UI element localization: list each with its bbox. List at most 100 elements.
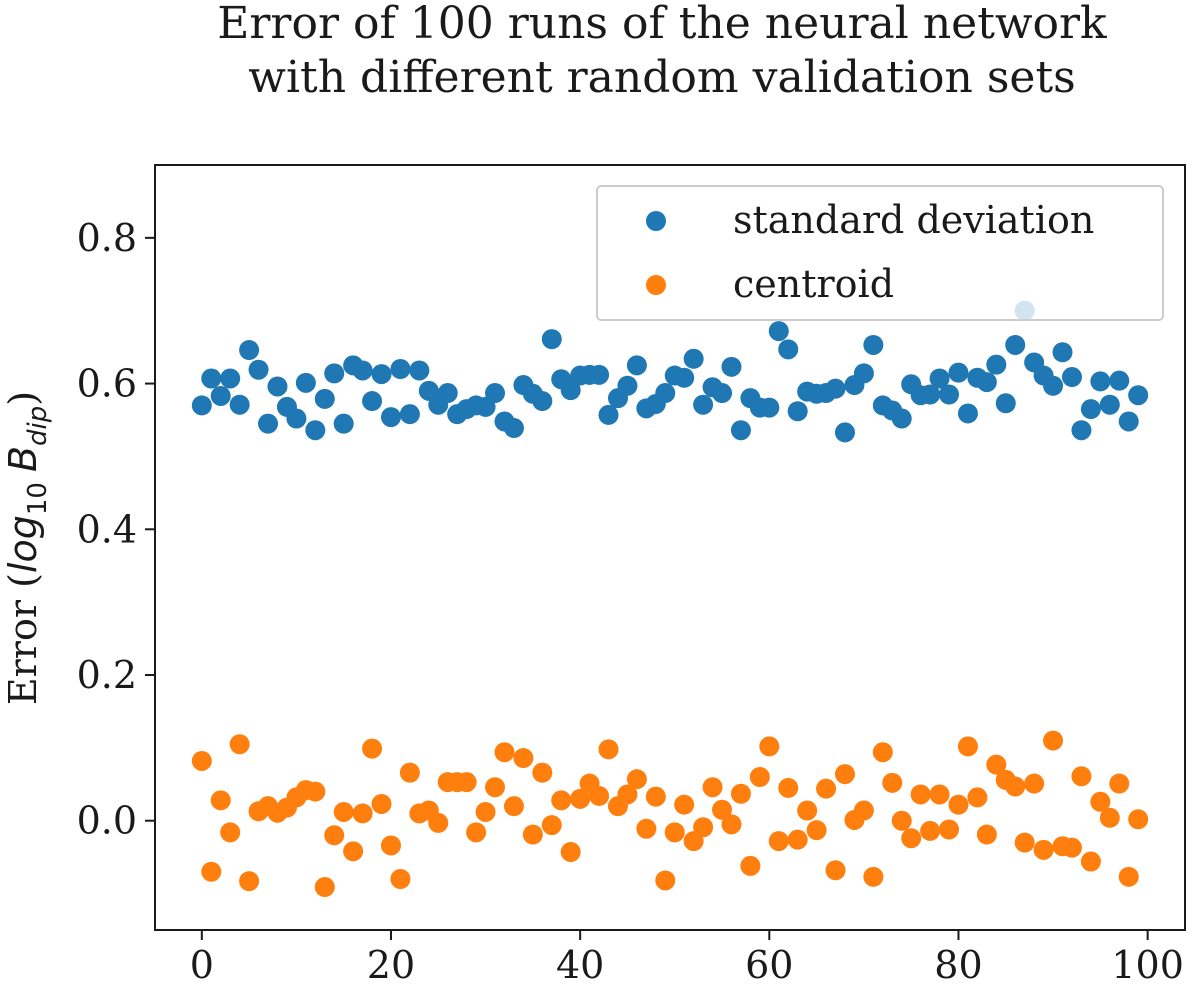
point-centroid [920,820,941,841]
y-axis-label-prefix: Error ( [1,573,45,705]
point-centroid [778,777,799,798]
point-centroid [485,777,506,798]
point-centroid [560,842,581,863]
point-centroid [702,777,723,798]
point-centroid [333,801,354,822]
chart-title-line-2: with different random validation sets [248,52,1075,103]
point-centroid [853,800,874,821]
point-standard-deviation [258,413,279,434]
point-standard-deviation [939,384,960,405]
point-standard-deviation [929,368,950,389]
point-centroid [825,860,846,881]
point-standard-deviation [768,321,789,342]
point-standard-deviation [362,391,383,412]
point-centroid [305,781,326,802]
point-standard-deviation [229,394,250,415]
point-centroid [674,794,695,815]
point-centroid [362,738,383,759]
x-tick-label: 60 [745,943,793,985]
point-centroid [759,736,780,757]
point-standard-deviation [1128,385,1149,406]
point-standard-deviation [267,376,288,397]
y-axis-label-base: 10 [23,482,53,515]
point-standard-deviation [305,420,326,441]
point-standard-deviation [825,378,846,399]
plot-area-frame [154,164,1186,931]
point-standard-deviation [778,339,799,360]
point-standard-deviation [380,407,401,428]
point-centroid [863,866,884,887]
point-standard-deviation [995,393,1016,414]
point-standard-deviation [390,359,411,379]
point-centroid [456,772,477,793]
point-standard-deviation [201,368,222,389]
point-standard-deviation [721,356,742,377]
y-axis-label: Error (log10 Bdip) [1,391,53,705]
y-axis-ticks: 0.0 0.2 0.4 0.6 0.8 [77,216,155,843]
point-standard-deviation [655,383,676,404]
point-centroid [806,820,827,841]
point-centroid [475,801,496,822]
point-standard-deviation [986,354,1007,375]
y-tick-label: 0.2 [77,653,137,697]
x-axis-ticks: 0 20 40 60 80 100 [190,930,1184,985]
point-centroid [570,788,591,809]
point-standard-deviation [948,362,969,383]
y-tick-label: 0.8 [77,216,137,260]
point-centroid [721,814,742,835]
point-standard-deviation [1109,370,1130,391]
point-standard-deviation [409,360,430,381]
point-centroid [1061,837,1082,858]
point-centroid [1005,776,1026,797]
point-centroid [882,772,903,793]
x-tick-label: 0 [190,943,214,985]
point-centroid [957,736,978,757]
chart-title-line-1: Error of 100 runs of the neural network [217,0,1107,49]
x-tick-label: 80 [934,943,982,985]
legend-box [596,185,1164,321]
point-standard-deviation [626,355,647,376]
point-centroid [1099,807,1120,828]
y-axis-label-suffix: ) [1,391,45,406]
point-standard-deviation [286,408,307,429]
point-standard-deviation [891,408,912,429]
point-centroid [380,835,401,856]
point-centroid [229,734,250,755]
y-axis-label-log: log [1,515,45,573]
point-centroid [986,754,1007,775]
point-centroid [390,869,411,889]
point-standard-deviation [693,394,714,415]
point-centroid [891,810,912,831]
point-centroid [910,784,931,805]
point-standard-deviation [787,401,808,422]
point-centroid [626,769,647,790]
point-standard-deviation [853,363,874,384]
point-standard-deviation [333,413,354,434]
point-standard-deviation [532,391,553,412]
point-standard-deviation [560,380,581,401]
point-centroid [636,818,657,839]
point-centroid [541,815,562,836]
point-centroid [787,829,808,850]
point-centroid [834,764,855,785]
point-centroid [929,784,950,805]
point-centroid [1014,832,1035,853]
point-standard-deviation [1090,371,1111,392]
point-centroid [740,855,761,876]
point-centroid [324,825,345,846]
point-centroid [503,796,524,817]
legend-marker-centroid [646,275,666,295]
point-centroid [1109,773,1130,794]
legend-label-centroid: centroid [733,262,894,306]
point-centroid [201,861,222,882]
point-standard-deviation [759,397,780,418]
point-centroid [343,841,364,862]
point-standard-deviation [834,422,855,443]
point-centroid [522,824,543,845]
point-standard-deviation [863,334,884,355]
point-standard-deviation [674,367,695,388]
point-standard-deviation [210,385,231,406]
point-centroid [816,778,837,799]
point-centroid [967,787,988,808]
point-centroid [976,824,997,845]
